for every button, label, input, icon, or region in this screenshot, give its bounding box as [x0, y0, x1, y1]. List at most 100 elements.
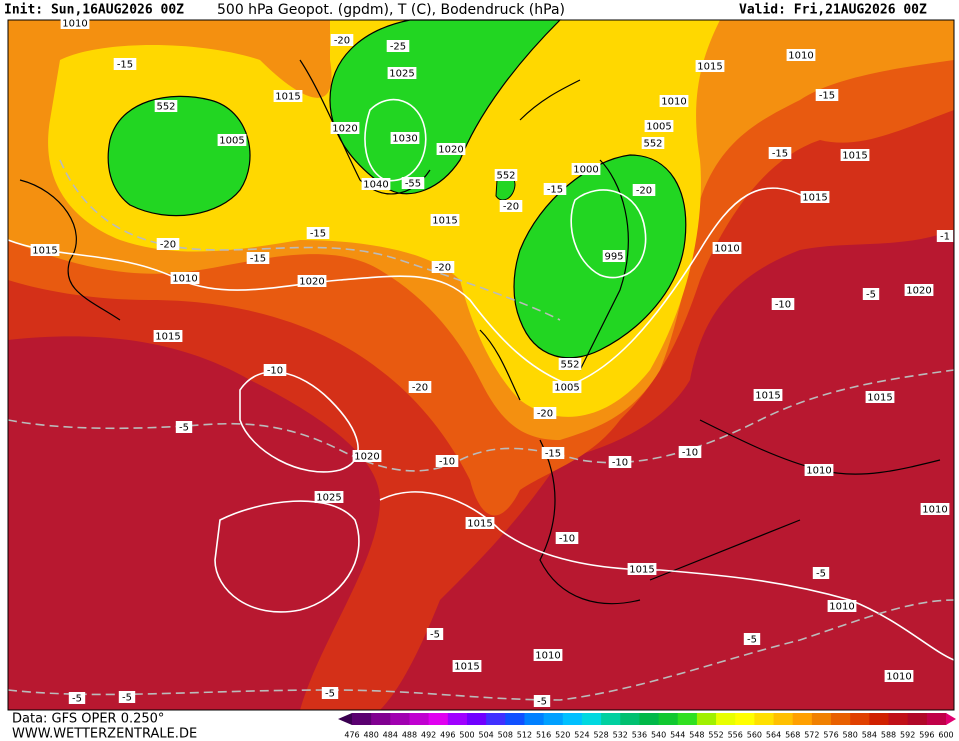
contour-label-box: [840, 149, 870, 161]
colorbar-label: 572: [804, 731, 819, 740]
contour-label-box: [330, 122, 360, 134]
map-frame: [7, 19, 955, 711]
contour-label: -20: [503, 202, 519, 213]
contour-label-box: [118, 691, 136, 703]
contour-label-box: [632, 184, 656, 196]
contour-label: 1010: [62, 19, 87, 30]
contour-label-box: [386, 40, 410, 52]
contour-label: -5: [325, 689, 335, 700]
isotherm: [7, 599, 955, 701]
colorbar-cell: [850, 713, 870, 725]
contour-label-box: [904, 284, 934, 296]
contour-label: 1015: [802, 193, 827, 204]
contour-label: -20: [537, 409, 553, 420]
contour-label: 1015: [467, 519, 492, 530]
contour-label-box: [695, 60, 725, 72]
colorbar: 476 480 484 488 492 496 500 504 508 512 516 520 524 5…: [338, 713, 956, 740]
colorbar-cell: [486, 713, 506, 725]
contour-label: -5: [430, 630, 440, 641]
contour-label-box: [68, 692, 86, 704]
colorbar-label: 544: [670, 731, 685, 740]
contour-label-box: [435, 455, 459, 467]
colorbar-label: 576: [823, 731, 838, 740]
colorbar-cell: [466, 713, 487, 725]
colorbar-cell: [658, 713, 679, 725]
contour-label-box: [156, 238, 180, 250]
contour-label: -10: [559, 534, 575, 545]
contour-label-box: [246, 252, 270, 264]
colorbar-cell: [620, 713, 640, 725]
contour-label: -20: [412, 383, 428, 394]
contour-label: -55: [405, 179, 421, 190]
colorbar-label: 524: [574, 731, 589, 740]
contour-label-box: [217, 134, 247, 146]
contour-label-box: [558, 358, 582, 370]
colorbar-cell: [601, 713, 621, 725]
contour-label: -15: [545, 449, 561, 460]
contour-label: -15: [117, 60, 133, 71]
colorbar-cell: [524, 713, 545, 725]
contour-label-box: [659, 95, 689, 107]
contour-label: 1015: [454, 662, 479, 673]
contour-label-box: [884, 670, 914, 682]
contour-label-box: [533, 695, 551, 707]
contour-label-box: [678, 446, 702, 458]
contour-label-box: [352, 450, 382, 462]
contour-label: 1005: [554, 383, 579, 394]
contour-label-box: [113, 58, 137, 70]
colorbar-right-tip: [946, 713, 956, 725]
colorbar-label: 504: [478, 731, 493, 740]
colorbar-cell: [371, 713, 391, 725]
contour-label: -10: [267, 366, 283, 377]
contour-label: -10: [682, 448, 698, 459]
contour-label: -5: [866, 290, 876, 301]
contour-label: 1005: [646, 122, 671, 133]
contour-label-box: [602, 250, 626, 262]
contour-label-box: [627, 563, 657, 575]
contour-label-box: [743, 633, 761, 645]
colorbar-cell: [505, 713, 525, 725]
contour-label-box: [465, 517, 495, 529]
contour-label-box: [543, 183, 567, 195]
contour-label-box: [800, 191, 830, 203]
contour-label: 1015: [432, 216, 457, 227]
colorbar-cell: [907, 713, 928, 725]
contour-label: 552: [643, 139, 662, 150]
contour-label: -25: [390, 42, 406, 53]
contour-label-box: [401, 177, 425, 189]
contour-label-box: [862, 288, 880, 300]
contour-label-box: [494, 169, 518, 181]
contour-label: 1015: [755, 391, 780, 402]
contour-label: 1000: [573, 165, 598, 176]
colorbar-cell: [696, 713, 717, 725]
coastline: [19, 59, 941, 605]
isotherm: [7, 369, 955, 472]
contour-label-box: [768, 147, 792, 159]
colorbar-label: 556: [728, 731, 743, 740]
colorbar-cell: [888, 713, 909, 725]
colorbar-cell: [390, 713, 410, 725]
contour-label: 1020: [354, 452, 379, 463]
contour-label-box: [390, 132, 420, 144]
contour-label-box: [608, 456, 632, 468]
contour-label-box: [815, 89, 839, 101]
contour-label-box: [170, 272, 200, 284]
colorbar-label: 600: [938, 731, 953, 740]
colorbar-label: 492: [421, 731, 436, 740]
contour-label: 1010: [922, 505, 947, 516]
contour-label: -1: [940, 232, 950, 243]
colorbar-label: 548: [689, 731, 704, 740]
colorbar-label: 500: [459, 731, 474, 740]
contour-label: 1020: [906, 286, 931, 297]
contour-label-box: [297, 275, 327, 287]
data-source: Data: GFS OPER 0.250°: [12, 712, 164, 727]
contour-label: 1010: [806, 466, 831, 477]
colorbar-label: 564: [766, 731, 781, 740]
contour-label-box: [641, 137, 665, 149]
contour-label-box: [60, 17, 90, 29]
contour-label: 1015: [155, 332, 180, 343]
colorbar-cell: [926, 713, 947, 725]
colorbar-label: 560: [747, 731, 762, 740]
colorbar-label: 508: [498, 731, 513, 740]
colorbar-cell: [562, 713, 583, 725]
